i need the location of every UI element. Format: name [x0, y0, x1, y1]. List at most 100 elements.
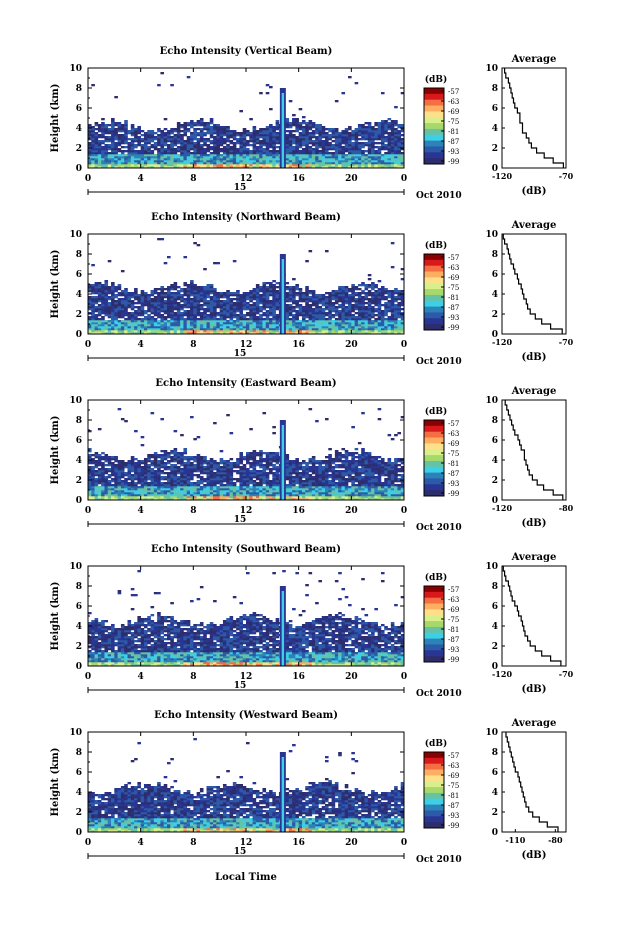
heatmap-cell	[163, 324, 168, 327]
heatmap-cell	[143, 310, 148, 313]
heatmap-cell	[292, 292, 296, 295]
heatmap-cell	[357, 124, 362, 127]
heatmap-cell	[351, 314, 355, 317]
heatmap-cell	[394, 318, 398, 321]
heatmap-cell	[367, 152, 372, 155]
heatmap-cell	[124, 158, 128, 161]
heatmap-cell	[111, 300, 115, 303]
heatmap-cell	[318, 330, 323, 333]
heatmap-cell	[275, 132, 280, 135]
heatmap-cell	[88, 490, 92, 493]
heatmap-cell	[206, 292, 211, 295]
heatmap-cell	[147, 164, 151, 167]
heatmap-cell	[252, 146, 257, 149]
heatmap-cell	[397, 134, 402, 137]
heatmap-cell	[269, 160, 273, 163]
heatmap-cell	[364, 314, 369, 317]
heatmap-cell	[143, 478, 148, 481]
heatmap-cell	[190, 466, 194, 469]
heatmap-cell	[331, 298, 336, 301]
heatmap-cell	[236, 324, 240, 327]
heatmap-cell	[213, 288, 217, 291]
heatmap-cell	[94, 318, 99, 321]
heatmap-cell	[292, 142, 296, 145]
heatmap-cell	[173, 482, 178, 485]
heatmap-cell	[190, 496, 194, 499]
heatmap-cell	[377, 142, 382, 145]
heatmap-cell	[387, 310, 392, 313]
heatmap-cell	[249, 318, 253, 321]
heatmap-cell	[216, 126, 220, 129]
heatmap-cell	[226, 296, 230, 299]
heatmap-cell	[114, 332, 118, 335]
heatmap-cell	[374, 302, 378, 305]
heatmap-cell	[206, 326, 211, 329]
heatmap-cell	[344, 162, 349, 165]
heatmap-cell	[384, 148, 388, 151]
heatmap-cell	[91, 128, 95, 131]
colorbar-step	[424, 324, 444, 331]
heatmap-cell	[199, 494, 204, 497]
heatmap-cell	[186, 292, 191, 295]
heatmap-cell	[199, 288, 204, 291]
heatmap-cell	[315, 306, 319, 309]
heatmap-cell	[150, 326, 155, 329]
heatmap-cell	[124, 306, 128, 309]
heatmap-cell	[167, 498, 171, 501]
heatmap-cell	[295, 136, 299, 139]
heatmap-cell	[91, 320, 95, 323]
heatmap-cell	[186, 318, 191, 321]
heatmap-cell	[190, 468, 194, 471]
heatmap-cell	[325, 128, 329, 131]
heatmap-cell	[206, 130, 211, 133]
heatmap-cell	[167, 490, 171, 493]
heatmap-cell	[111, 458, 115, 461]
heatmap-cell	[315, 130, 319, 133]
heatmap-cell	[272, 330, 276, 333]
heatmap-cell	[348, 324, 352, 327]
heatmap-cell	[249, 132, 253, 135]
heatmap-cell	[301, 320, 306, 323]
heatmap-cell	[111, 330, 115, 333]
heatmap-cell	[229, 164, 234, 167]
heatmap-cell	[147, 494, 151, 497]
heatmap-cell	[232, 310, 237, 313]
heatmap-cell	[170, 318, 174, 321]
heatmap-cell	[143, 476, 148, 479]
heatmap-cell	[272, 158, 276, 161]
heatmap-cell	[193, 288, 197, 291]
heatmap-cell	[199, 322, 204, 325]
heatmap-cell	[295, 152, 299, 155]
heatmap-cell	[124, 130, 128, 133]
heatmap-cell	[107, 320, 112, 323]
heatmap-cell	[127, 332, 132, 335]
heatmap-cell	[308, 332, 313, 335]
heatmap-cell	[170, 328, 174, 331]
heatmap-cell	[111, 136, 115, 139]
heatmap-cell	[120, 142, 125, 145]
heatmap-cell	[341, 136, 346, 139]
heatmap-cell	[348, 298, 352, 301]
heatmap-cell	[321, 140, 326, 143]
heatmap-cell	[262, 308, 267, 311]
heatmap-cell	[222, 152, 227, 155]
heatmap-cell	[301, 140, 306, 143]
heatmap-cell	[387, 158, 392, 161]
heatmap-cell	[325, 314, 329, 317]
heatmap-cell	[143, 492, 148, 495]
heatmap-cell	[272, 288, 276, 291]
heatmap-cell	[199, 306, 204, 309]
heatmap-cell	[203, 320, 207, 323]
heatmap-cell	[196, 480, 201, 483]
heatmap-cell	[111, 132, 115, 135]
heatmap-cell	[173, 460, 178, 463]
heatmap-cell	[315, 326, 319, 329]
heatmap-cell	[206, 156, 211, 159]
heatmap-cell	[397, 330, 402, 333]
heatmap-cell	[318, 310, 323, 313]
heatmap-cell	[120, 290, 125, 293]
heatmap-cell	[186, 458, 191, 461]
heatmap-cell	[292, 286, 296, 289]
heatmap-cell	[318, 302, 323, 305]
